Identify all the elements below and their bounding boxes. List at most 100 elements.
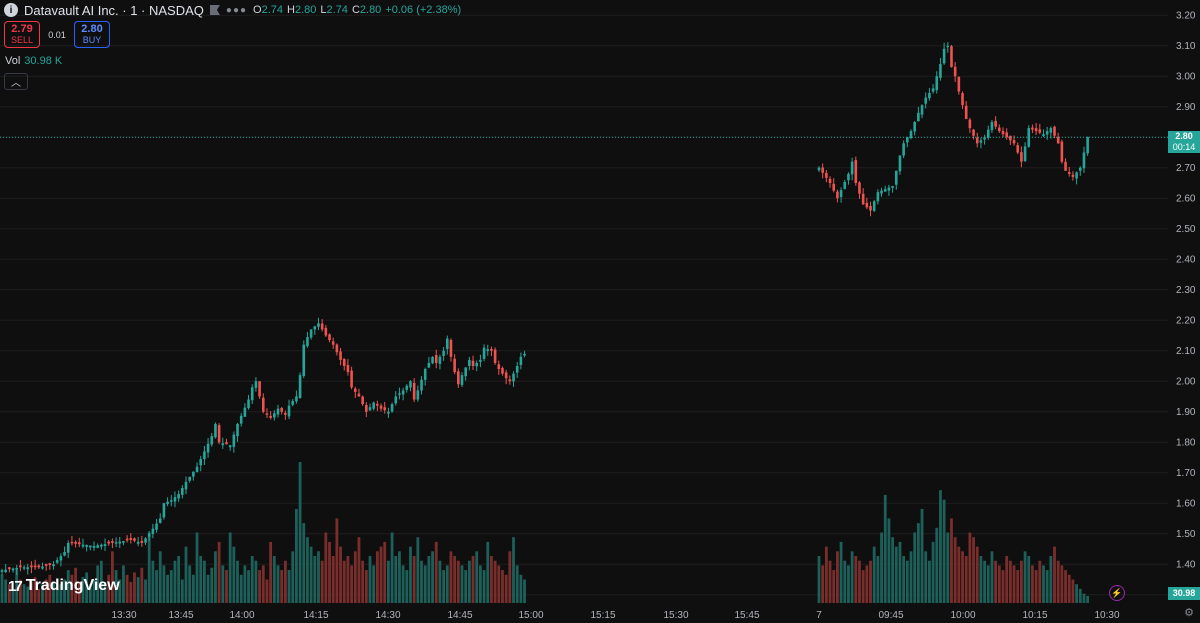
volume-bar <box>353 551 357 603</box>
volume-bar <box>125 574 129 603</box>
volume-bar <box>372 565 376 603</box>
volume-bar <box>1053 546 1056 603</box>
volume-bar <box>423 565 427 603</box>
candle-body <box>861 193 865 205</box>
time-tick-label: 15:15 <box>590 610 615 621</box>
volume-bar <box>909 551 913 603</box>
sell-button[interactable]: 2.79 SELL <box>4 21 40 48</box>
candle-body <box>975 137 979 144</box>
candle-body <box>961 93 964 106</box>
volume-bar <box>361 560 365 603</box>
candle-body <box>482 347 486 359</box>
lightning-icon[interactable]: ⚡ <box>1109 585 1125 601</box>
volume-bar <box>493 560 497 603</box>
buy-button[interactable]: 2.80 BUY <box>74 21 110 48</box>
volume-bar <box>324 532 328 603</box>
volume-bar <box>59 584 63 603</box>
volume-bar <box>254 560 258 603</box>
volume-bar <box>854 556 858 603</box>
time-axis[interactable]: 13:30 13:45 14:00 14:15 14:30 14:45 15:00 15:15… <box>111 610 1119 621</box>
price-tick-label: 2.00 <box>1176 376 1196 387</box>
candle-body <box>821 167 824 173</box>
volume-bar <box>501 570 504 603</box>
candle-body <box>92 545 96 548</box>
volume-bar <box>55 586 59 603</box>
candle-body <box>1020 152 1023 162</box>
volume-bar <box>11 588 15 603</box>
volume-bar <box>48 574 52 603</box>
price-tick-label: 3.20 <box>1176 10 1196 21</box>
volume-bar <box>464 570 468 603</box>
time-tick-label: 14:30 <box>375 610 400 621</box>
volume-bar <box>228 532 232 603</box>
volume-bar <box>37 588 41 603</box>
candle-body <box>33 565 37 568</box>
volume-bar <box>306 537 309 603</box>
volume-bar <box>883 494 887 603</box>
volume-bar <box>41 584 44 603</box>
price-axis[interactable]: 1.301.401.501.601.701.801.902.002.102.20… <box>1176 10 1196 601</box>
volume-bar <box>1038 560 1042 603</box>
volume-bar <box>15 570 19 603</box>
volume-bar <box>460 565 464 603</box>
more-dots-icon[interactable]: ●●● <box>225 4 248 16</box>
candle-body <box>243 407 247 417</box>
candle-body <box>1086 137 1089 154</box>
candle-body <box>228 445 232 448</box>
volume-bar <box>199 556 203 603</box>
buy-price: 2.80 <box>81 22 103 35</box>
volume-bar <box>401 565 405 603</box>
volume-bar <box>990 551 994 603</box>
candle-body <box>983 137 986 140</box>
candle-body <box>273 413 276 418</box>
candle-body <box>427 362 431 368</box>
candle-body <box>225 442 228 445</box>
volume-bar <box>287 570 291 603</box>
volume-bar <box>342 560 346 603</box>
volume-bar <box>497 565 501 603</box>
candle-body <box>350 370 353 388</box>
price-tick-label: 2.50 <box>1176 224 1196 235</box>
time-tick-label: 7 <box>816 610 822 621</box>
volume-legend[interactable]: Vol 30.98 K <box>5 55 62 67</box>
symbol-title[interactable]: Datavault AI Inc. · 1 · NASDAQ <box>24 2 204 18</box>
tradingview-logo-text: TradingView <box>25 577 120 594</box>
volume-bar <box>839 541 843 603</box>
candle-body <box>445 338 449 350</box>
candle-body <box>1067 172 1071 174</box>
volume-value: 30.98 K <box>24 55 63 67</box>
candle-body <box>74 541 77 544</box>
volume-bar <box>394 556 398 603</box>
time-tick-label: 13:45 <box>168 610 193 621</box>
tradingview-logo[interactable]: 17 TradingView <box>8 577 120 595</box>
info-icon[interactable]: i <box>4 3 18 17</box>
candle-body <box>284 412 287 415</box>
volume-bar <box>1049 556 1053 603</box>
volume-bar <box>994 560 998 603</box>
flag-icon[interactable] <box>209 5 220 15</box>
collapse-legend-button[interactable]: ︿ <box>4 73 28 90</box>
volume-bar <box>887 518 891 603</box>
volume-bar <box>247 570 250 603</box>
volume-bar <box>129 581 133 603</box>
volume-bar <box>63 579 66 603</box>
candle-body <box>508 379 512 382</box>
candle-body <box>1078 167 1082 171</box>
volume-bar <box>85 572 89 603</box>
close-value: 2.80 <box>359 4 382 16</box>
volume-bar <box>103 581 107 603</box>
candle-body <box>151 528 155 534</box>
gear-icon[interactable]: ⚙ <box>1184 607 1194 619</box>
candle-body <box>416 390 420 400</box>
candle-body <box>1031 127 1034 130</box>
time-tick-label: 15:30 <box>663 610 688 621</box>
candle-body <box>37 565 41 568</box>
candle-body <box>188 476 191 481</box>
time-tick-label: 15:45 <box>734 610 759 621</box>
candle-body <box>52 564 55 567</box>
volume-bar <box>379 546 383 603</box>
volume-bar <box>390 532 394 603</box>
candle-body <box>144 538 147 543</box>
candle-body <box>942 48 946 64</box>
